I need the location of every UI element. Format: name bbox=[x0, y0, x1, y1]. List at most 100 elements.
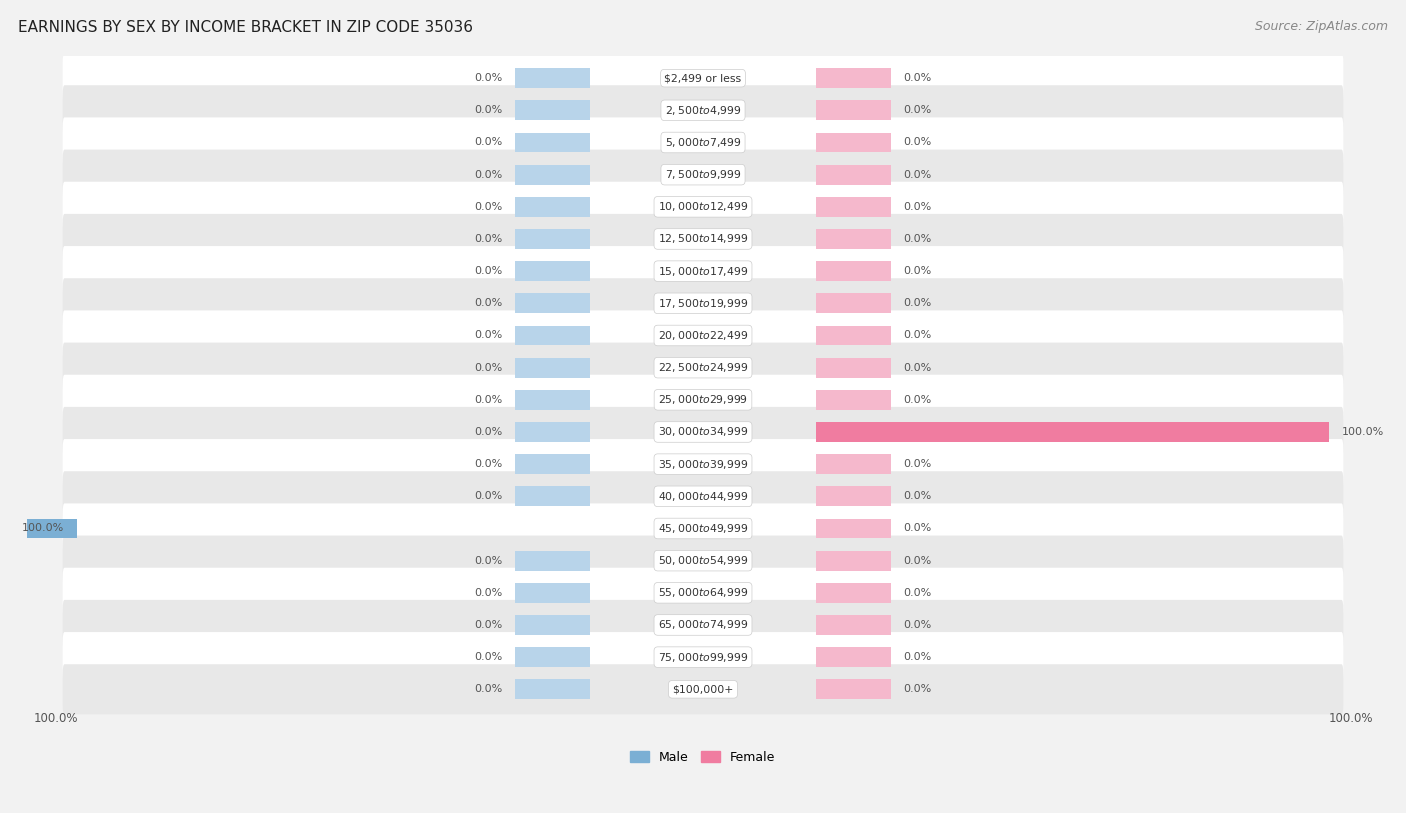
FancyBboxPatch shape bbox=[63, 375, 1343, 425]
Bar bbox=[515, 261, 591, 281]
Bar bbox=[815, 680, 891, 699]
FancyBboxPatch shape bbox=[63, 567, 1343, 618]
Text: $7,500 to $9,999: $7,500 to $9,999 bbox=[665, 168, 741, 181]
Text: EARNINGS BY SEX BY INCOME BRACKET IN ZIP CODE 35036: EARNINGS BY SEX BY INCOME BRACKET IN ZIP… bbox=[18, 20, 474, 35]
Bar bbox=[815, 197, 891, 217]
Bar bbox=[515, 68, 591, 88]
FancyBboxPatch shape bbox=[63, 53, 1343, 103]
FancyBboxPatch shape bbox=[63, 406, 1343, 457]
Text: 0.0%: 0.0% bbox=[903, 234, 932, 244]
Bar bbox=[815, 165, 891, 185]
Text: $50,000 to $54,999: $50,000 to $54,999 bbox=[658, 554, 748, 567]
Bar bbox=[815, 486, 891, 506]
Bar bbox=[515, 422, 591, 442]
Bar bbox=[815, 454, 891, 474]
Text: 0.0%: 0.0% bbox=[903, 106, 932, 115]
FancyBboxPatch shape bbox=[63, 85, 1343, 136]
Bar bbox=[815, 583, 891, 602]
Bar bbox=[515, 293, 591, 313]
Text: 0.0%: 0.0% bbox=[474, 652, 503, 662]
Text: 0.0%: 0.0% bbox=[903, 459, 932, 469]
FancyBboxPatch shape bbox=[63, 632, 1343, 682]
Text: $35,000 to $39,999: $35,000 to $39,999 bbox=[658, 458, 748, 471]
Text: 0.0%: 0.0% bbox=[474, 202, 503, 212]
Bar bbox=[515, 197, 591, 217]
Text: 0.0%: 0.0% bbox=[474, 363, 503, 372]
Text: $100,000+: $100,000+ bbox=[672, 685, 734, 694]
Bar bbox=[815, 615, 891, 635]
FancyBboxPatch shape bbox=[63, 311, 1343, 361]
Text: $5,000 to $7,499: $5,000 to $7,499 bbox=[665, 136, 741, 149]
Text: 0.0%: 0.0% bbox=[474, 234, 503, 244]
Text: $30,000 to $34,999: $30,000 to $34,999 bbox=[658, 425, 748, 438]
Text: $15,000 to $17,499: $15,000 to $17,499 bbox=[658, 265, 748, 278]
FancyBboxPatch shape bbox=[63, 117, 1343, 167]
Text: 100.0%: 100.0% bbox=[1341, 427, 1384, 437]
FancyBboxPatch shape bbox=[63, 150, 1343, 200]
FancyBboxPatch shape bbox=[63, 664, 1343, 715]
Text: 0.0%: 0.0% bbox=[903, 685, 932, 694]
Bar bbox=[815, 229, 891, 249]
Bar bbox=[815, 133, 891, 153]
Text: 0.0%: 0.0% bbox=[903, 652, 932, 662]
Text: $55,000 to $64,999: $55,000 to $64,999 bbox=[658, 586, 748, 599]
Text: 100.0%: 100.0% bbox=[34, 711, 77, 724]
FancyBboxPatch shape bbox=[63, 536, 1343, 585]
Text: 0.0%: 0.0% bbox=[474, 170, 503, 180]
Text: 0.0%: 0.0% bbox=[903, 170, 932, 180]
Bar bbox=[815, 390, 891, 410]
Legend: Male, Female: Male, Female bbox=[626, 746, 780, 769]
Bar bbox=[815, 68, 891, 88]
Text: $10,000 to $12,499: $10,000 to $12,499 bbox=[658, 200, 748, 213]
Text: 0.0%: 0.0% bbox=[903, 137, 932, 147]
Text: 0.0%: 0.0% bbox=[903, 491, 932, 502]
Text: 0.0%: 0.0% bbox=[474, 331, 503, 341]
Bar bbox=[515, 454, 591, 474]
Text: 0.0%: 0.0% bbox=[474, 395, 503, 405]
Text: 0.0%: 0.0% bbox=[474, 73, 503, 83]
Bar bbox=[815, 550, 891, 571]
Text: 0.0%: 0.0% bbox=[474, 106, 503, 115]
Text: 100.0%: 100.0% bbox=[22, 524, 65, 533]
FancyBboxPatch shape bbox=[63, 278, 1343, 328]
Text: 0.0%: 0.0% bbox=[903, 555, 932, 566]
Bar bbox=[815, 422, 1329, 442]
FancyBboxPatch shape bbox=[63, 182, 1343, 232]
Bar bbox=[515, 615, 591, 635]
Bar bbox=[815, 519, 891, 538]
Text: 0.0%: 0.0% bbox=[474, 298, 503, 308]
Text: 0.0%: 0.0% bbox=[903, 588, 932, 598]
Text: $2,499 or less: $2,499 or less bbox=[665, 73, 741, 83]
Text: 0.0%: 0.0% bbox=[474, 685, 503, 694]
Text: 0.0%: 0.0% bbox=[903, 266, 932, 276]
Text: 0.0%: 0.0% bbox=[903, 73, 932, 83]
Text: 0.0%: 0.0% bbox=[474, 266, 503, 276]
Text: 0.0%: 0.0% bbox=[474, 137, 503, 147]
Bar bbox=[515, 583, 591, 602]
Bar bbox=[515, 229, 591, 249]
Text: 0.0%: 0.0% bbox=[903, 298, 932, 308]
FancyBboxPatch shape bbox=[63, 214, 1343, 264]
Text: 0.0%: 0.0% bbox=[474, 427, 503, 437]
FancyBboxPatch shape bbox=[63, 246, 1343, 296]
Text: $40,000 to $44,999: $40,000 to $44,999 bbox=[658, 489, 748, 502]
Text: $75,000 to $99,999: $75,000 to $99,999 bbox=[658, 650, 748, 663]
Bar bbox=[515, 390, 591, 410]
Text: Source: ZipAtlas.com: Source: ZipAtlas.com bbox=[1254, 20, 1388, 33]
FancyBboxPatch shape bbox=[63, 342, 1343, 393]
Bar bbox=[515, 358, 591, 377]
FancyBboxPatch shape bbox=[63, 472, 1343, 521]
Text: $12,500 to $14,999: $12,500 to $14,999 bbox=[658, 233, 748, 246]
FancyBboxPatch shape bbox=[63, 439, 1343, 489]
Text: $25,000 to $29,999: $25,000 to $29,999 bbox=[658, 393, 748, 406]
Text: $20,000 to $22,499: $20,000 to $22,499 bbox=[658, 329, 748, 342]
Text: 0.0%: 0.0% bbox=[903, 620, 932, 630]
Bar bbox=[515, 680, 591, 699]
Text: $17,500 to $19,999: $17,500 to $19,999 bbox=[658, 297, 748, 310]
Text: $2,500 to $4,999: $2,500 to $4,999 bbox=[665, 104, 741, 117]
Text: 0.0%: 0.0% bbox=[474, 459, 503, 469]
Bar bbox=[815, 647, 891, 667]
Bar bbox=[815, 293, 891, 313]
Bar bbox=[0, 519, 77, 538]
Bar bbox=[515, 165, 591, 185]
